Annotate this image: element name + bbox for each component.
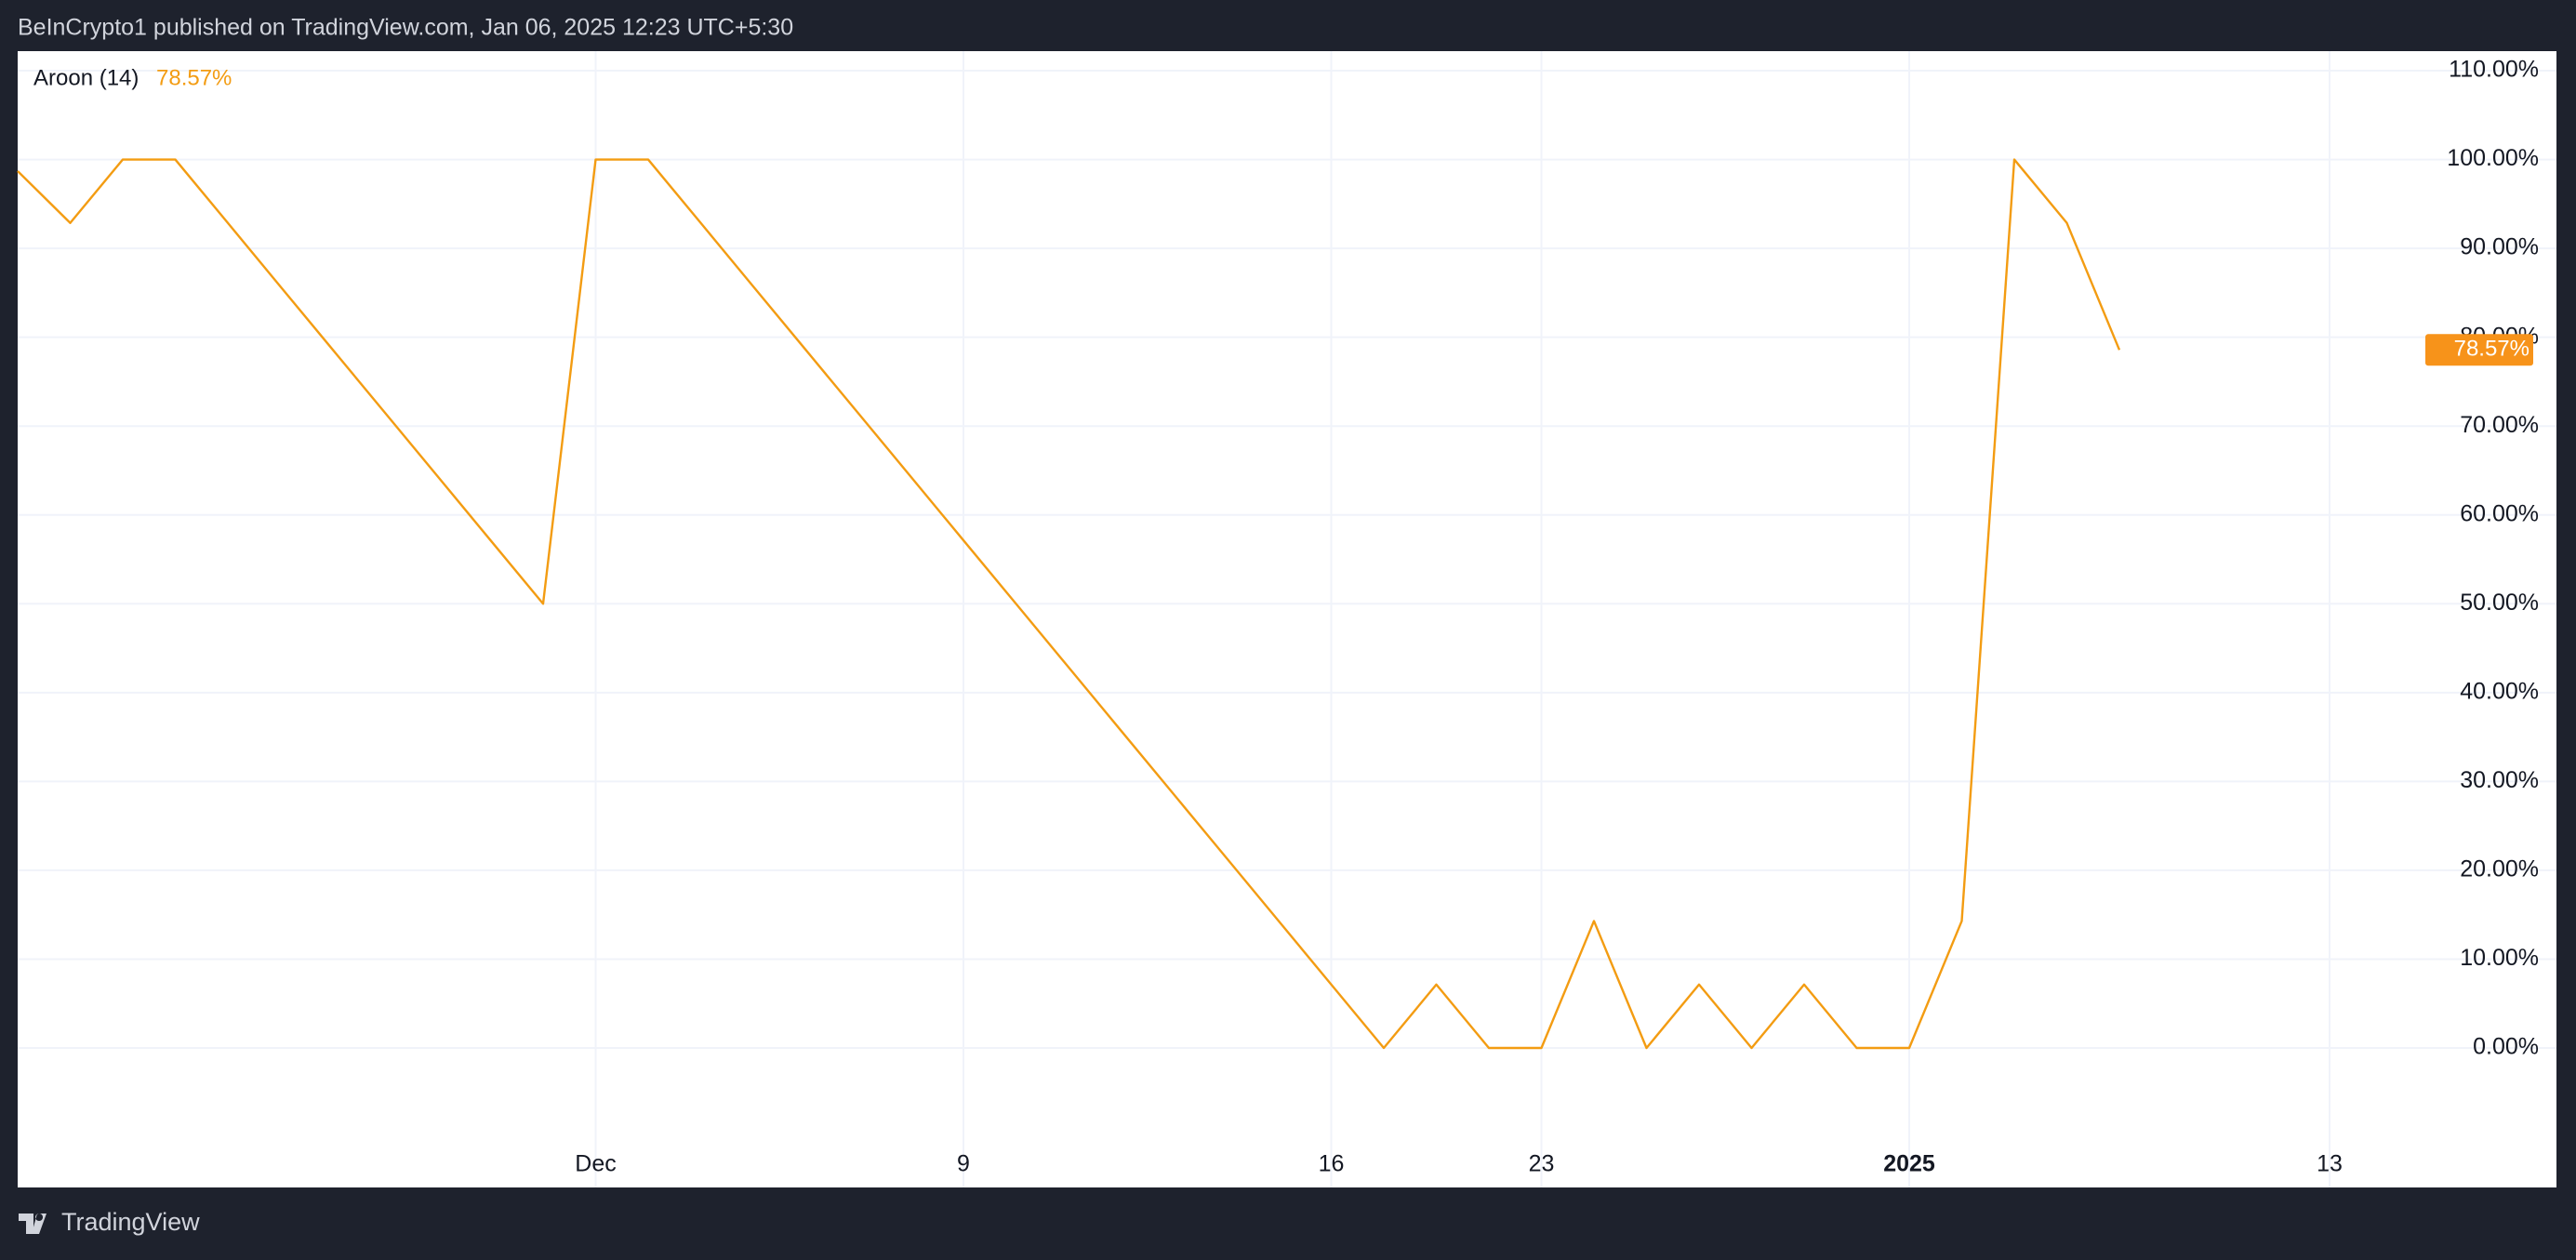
x-tick-label: 2025 — [1883, 1151, 1935, 1177]
y-tick-label: 40.00% — [2460, 678, 2539, 704]
grid — [18, 51, 2556, 1187]
last-value-label: 78.57% — [2454, 337, 2530, 362]
tradingview-logo: TradingView — [19, 1208, 200, 1236]
legend-name: Aroon (14) — [33, 65, 139, 90]
footer-brand[interactable]: TradingView — [61, 1208, 200, 1236]
header-text: BeInCrypto1 published on TradingView.com… — [18, 15, 793, 41]
x-tick-label: 23 — [1529, 1151, 1555, 1177]
y-tick-label: 70.00% — [2460, 412, 2539, 438]
y-tick-label: 50.00% — [2460, 590, 2539, 616]
y-tick-label: 30.00% — [2460, 767, 2539, 793]
x-tick-label: Dec — [575, 1151, 616, 1177]
y-tick-label: 90.00% — [2460, 234, 2539, 260]
legend-value: 78.57% — [156, 65, 232, 90]
chart-panel — [18, 51, 2556, 1187]
logo-icon — [19, 1214, 46, 1234]
y-tick-label: 110.00% — [2449, 57, 2539, 83]
x-tick-label: 16 — [1319, 1151, 1345, 1177]
plot — [17, 158, 2121, 1050]
y-tick-label: 20.00% — [2460, 856, 2539, 882]
y-tick-label: 60.00% — [2460, 500, 2539, 526]
last-value-badge — [2425, 334, 2533, 366]
y-tick-label: 100.00% — [2447, 145, 2539, 171]
x-tick-label: 9 — [957, 1151, 970, 1177]
line-series — [17, 158, 2121, 1050]
x-tick-label: 13 — [2317, 1151, 2343, 1177]
y-tick-label: 10.00% — [2460, 945, 2539, 971]
y-tick-label: 0.00% — [2473, 1034, 2539, 1060]
